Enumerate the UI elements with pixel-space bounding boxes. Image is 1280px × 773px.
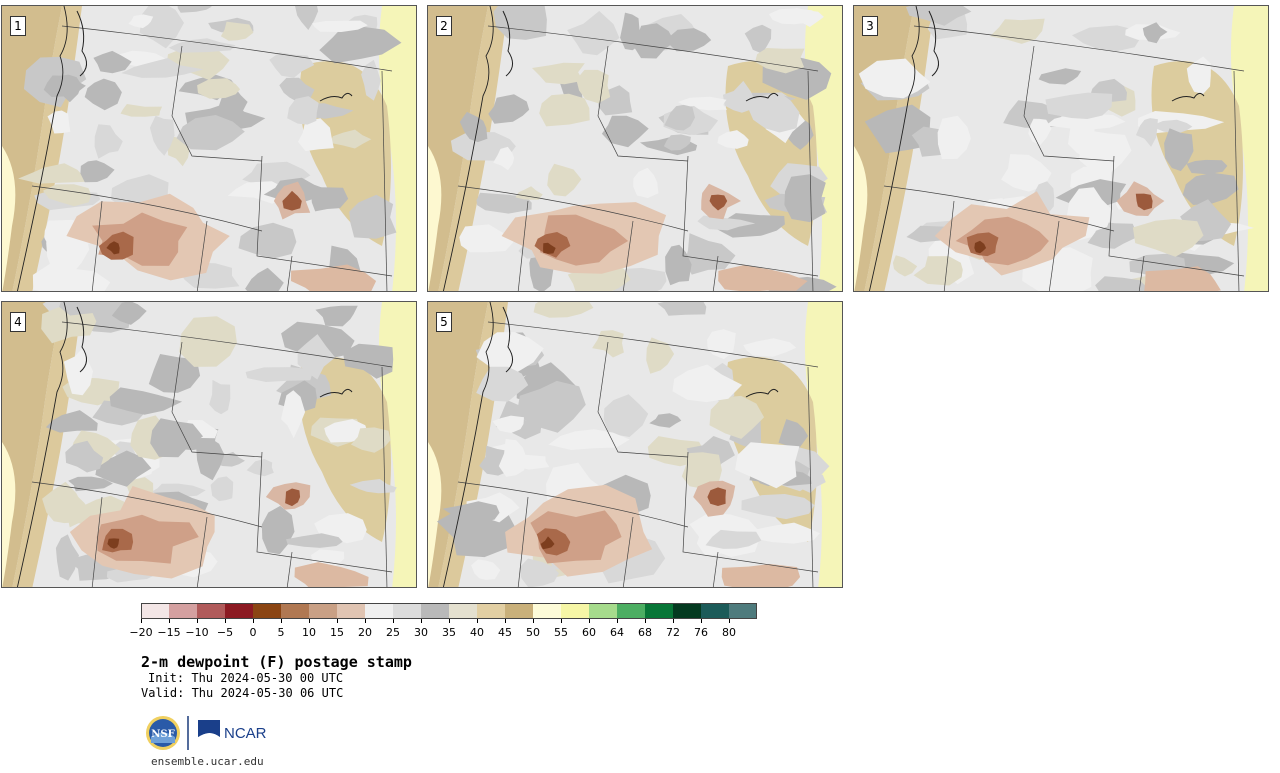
colorbar-tick-label: −15 xyxy=(157,626,181,639)
map-panel-3: 3 xyxy=(853,5,1269,292)
colorbar-tick-label: 55 xyxy=(554,626,568,639)
ncar-logo-text: NCAR xyxy=(224,725,267,742)
colorbar-tick-label: 72 xyxy=(666,626,680,639)
dewpoint-map xyxy=(854,6,1268,291)
colorbar-swatch xyxy=(421,603,449,619)
colorbar-swatch xyxy=(225,603,253,619)
colorbar-tick-label: 10 xyxy=(302,626,316,639)
colorbar-swatch xyxy=(141,603,169,619)
colorbar-tick-label: 35 xyxy=(442,626,456,639)
nsf-ncar-logos: NSF NCAR xyxy=(146,716,267,750)
nsf-logo-text: NSF xyxy=(151,729,174,740)
colorbar-tick-label: −20 xyxy=(129,626,153,639)
valid-time: Valid: Thu 2024-05-30 06 UTC xyxy=(141,686,344,700)
dewpoint-map xyxy=(2,6,416,291)
dewpoint-map xyxy=(428,302,842,587)
colorbar-swatch xyxy=(505,603,533,619)
member-label: 3 xyxy=(862,16,878,36)
colorbar-tick-label: 25 xyxy=(386,626,400,639)
colorbar-tick-label: 0 xyxy=(249,626,257,639)
colorbar-tick-label: 30 xyxy=(414,626,428,639)
colorbar-tick-label: 50 xyxy=(526,626,540,639)
colorbar-swatch xyxy=(197,603,225,619)
colorbar-swatch xyxy=(729,603,757,619)
member-label: 5 xyxy=(436,312,452,332)
colorbar-swatch xyxy=(169,603,197,619)
colorbar-swatch xyxy=(673,603,701,619)
init-time: Init: Thu 2024-05-30 00 UTC xyxy=(148,671,344,685)
colorbar-swatch xyxy=(617,603,645,619)
dewpoint-map xyxy=(2,302,416,587)
dewpoint-colorbar xyxy=(141,603,757,623)
colorbar-swatch xyxy=(701,603,729,619)
colorbar-tick-label: 20 xyxy=(358,626,372,639)
colorbar-tick-label: 64 xyxy=(610,626,624,639)
colorbar-swatch xyxy=(253,603,281,619)
nsf-logo-icon: NSF xyxy=(146,716,180,750)
member-label: 2 xyxy=(436,16,452,36)
colorbar-swatch xyxy=(561,603,589,619)
colorbar-swatch xyxy=(449,603,477,619)
colorbar-tick-label: 5 xyxy=(277,626,285,639)
plot-title: 2-m dewpoint (F) postage stamp xyxy=(141,653,412,671)
colorbar-tick-label: 40 xyxy=(470,626,484,639)
colorbar-swatch xyxy=(533,603,561,619)
colorbar-swatch xyxy=(281,603,309,619)
colorbar-tick-label: 76 xyxy=(694,626,708,639)
member-label: 1 xyxy=(10,16,26,36)
colorbar-swatch xyxy=(589,603,617,619)
map-panel-2: 2 xyxy=(427,5,843,292)
colorbar-swatch xyxy=(309,603,337,619)
colorbar-tick-label: 60 xyxy=(582,626,596,639)
colorbar-swatch xyxy=(337,603,365,619)
colorbar-tick-label: 45 xyxy=(498,626,512,639)
member-label: 4 xyxy=(10,312,26,332)
colorbar-tick-label: −5 xyxy=(216,626,234,639)
colorbar-tick-label: 68 xyxy=(638,626,652,639)
source-url: ensemble.ucar.edu xyxy=(151,755,264,768)
map-panel-1: 1 xyxy=(1,5,417,292)
dewpoint-map xyxy=(428,6,842,291)
ncar-logo-icon: NCAR xyxy=(197,720,267,742)
colorbar-swatch xyxy=(645,603,673,619)
colorbar-tick-label: 80 xyxy=(722,626,736,639)
map-panel-5: 5 xyxy=(427,301,843,588)
colorbar-swatch xyxy=(393,603,421,619)
map-panel-4: 4 xyxy=(1,301,417,588)
colorbar-swatch xyxy=(477,603,505,619)
colorbar-tick-label: −10 xyxy=(185,626,209,639)
colorbar-swatch xyxy=(365,603,393,619)
colorbar-tick-label: 15 xyxy=(330,626,344,639)
